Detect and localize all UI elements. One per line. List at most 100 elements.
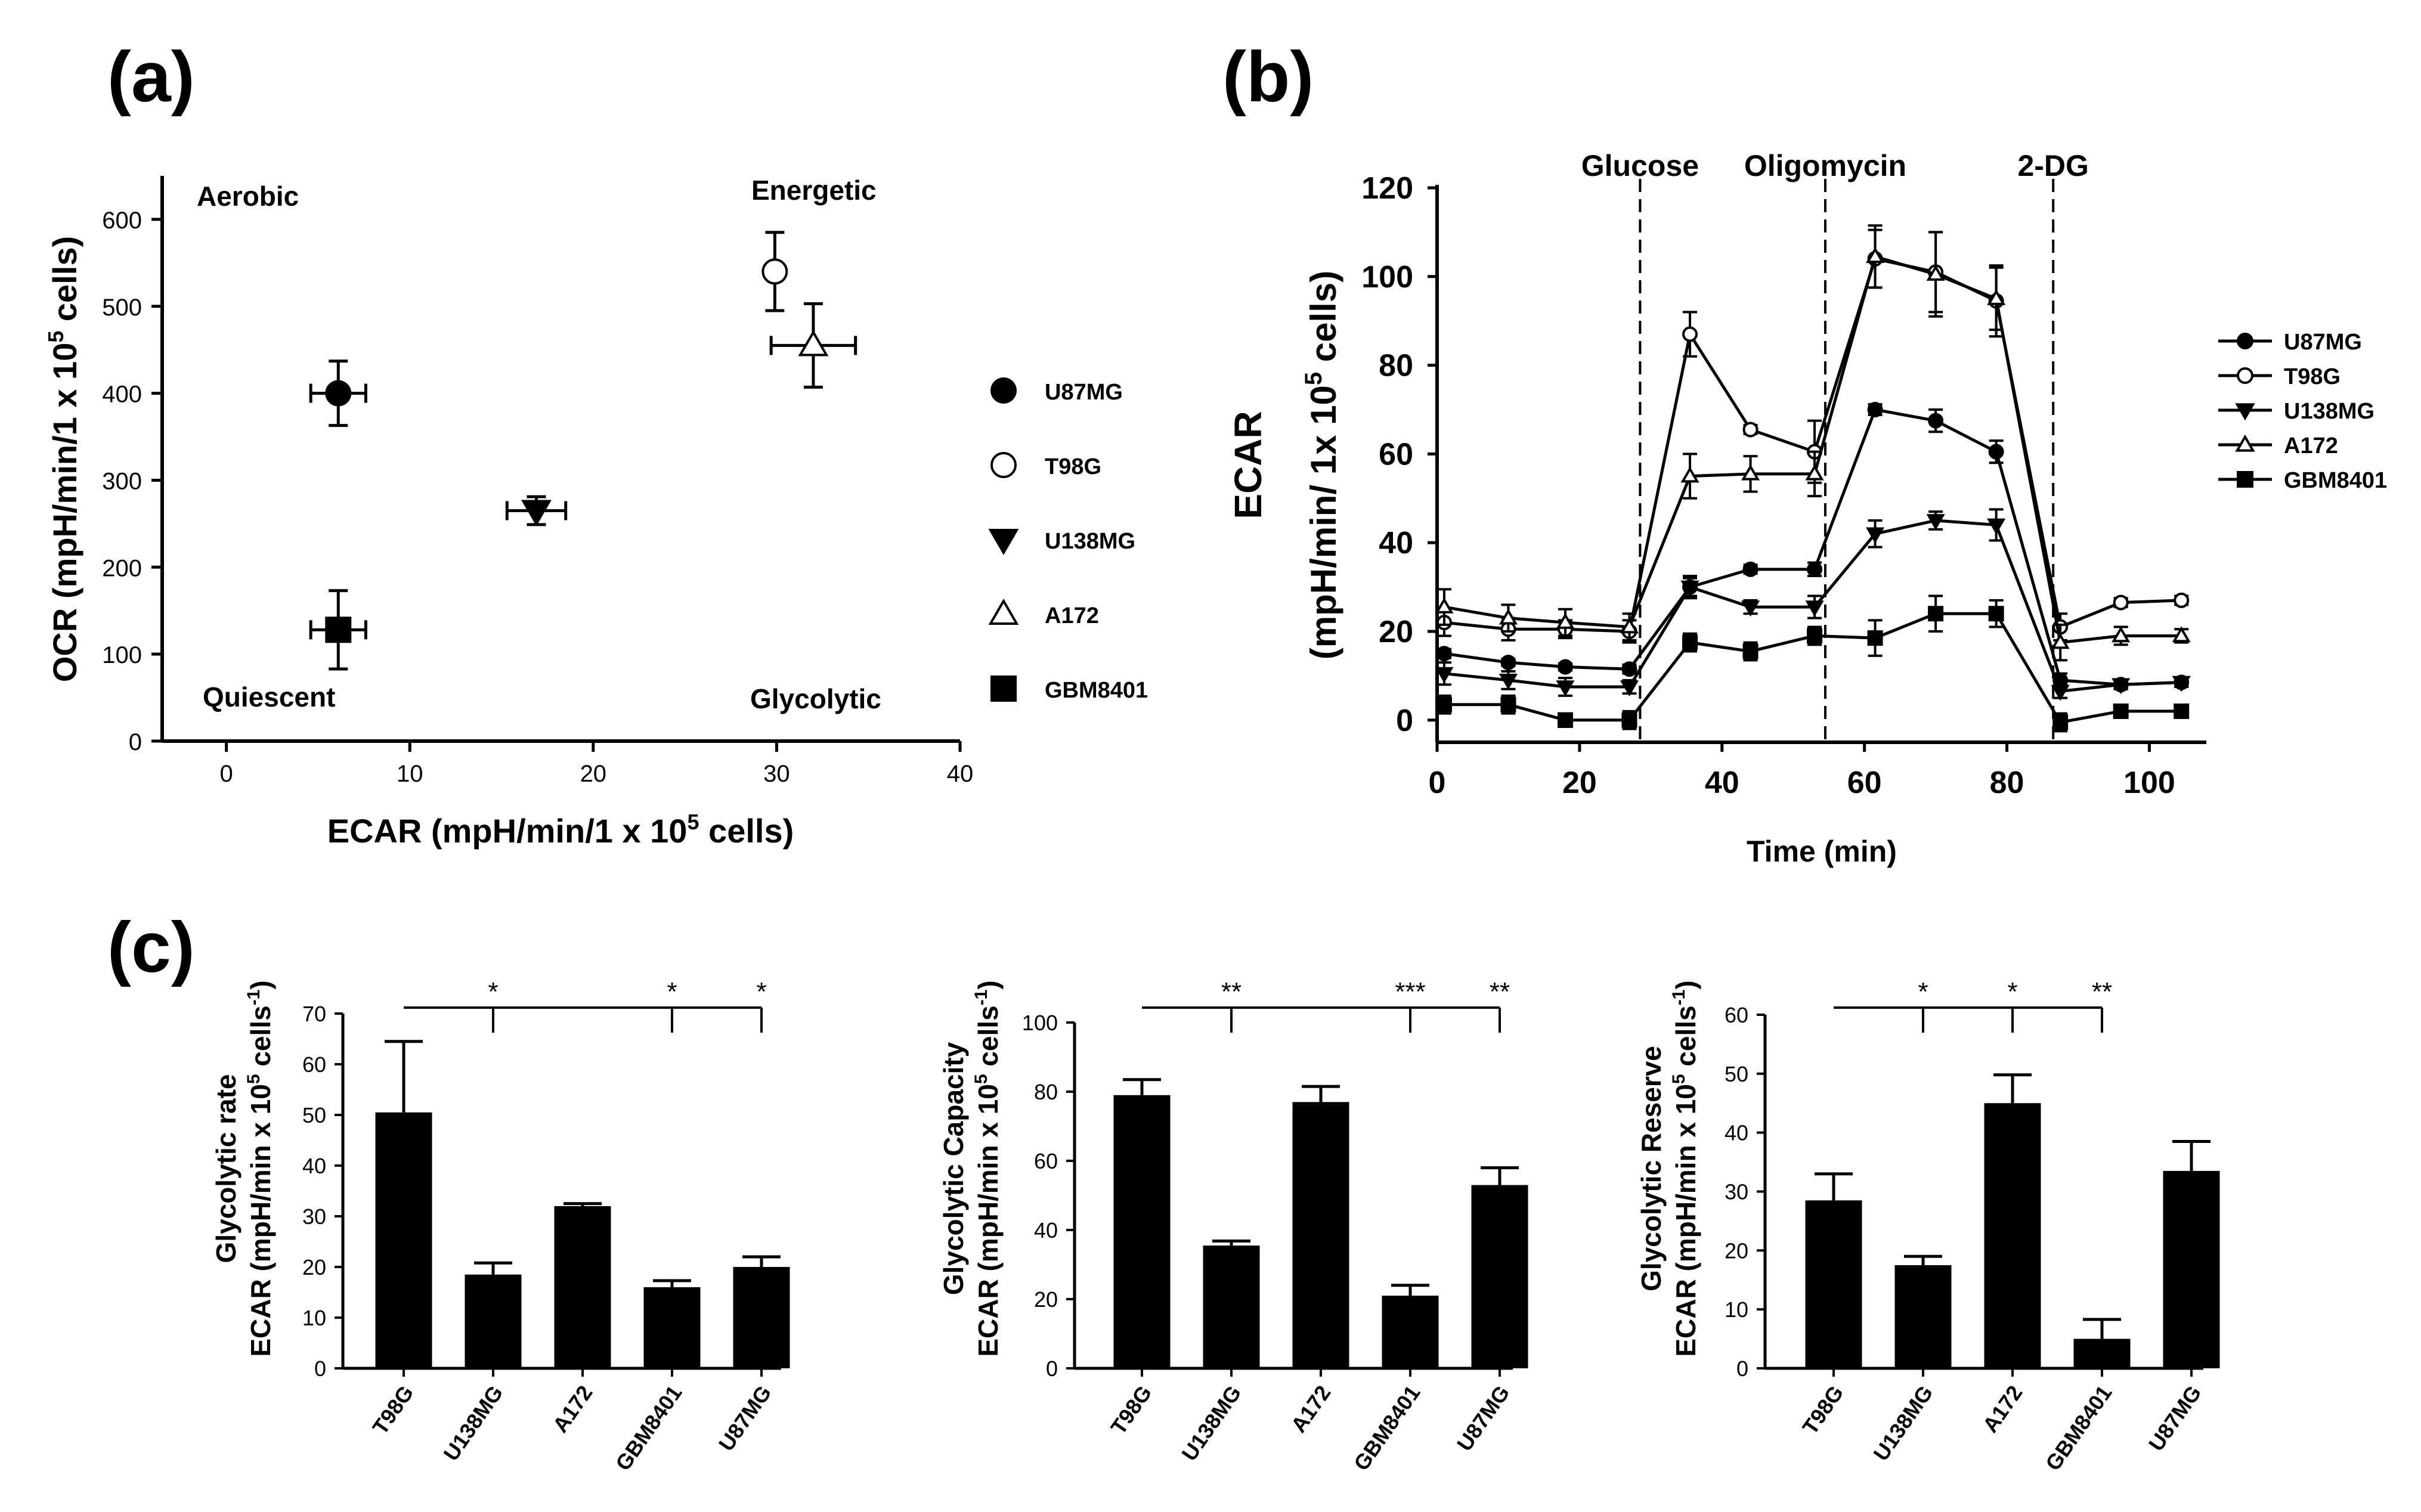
legend-marker-a-U87MG bbox=[990, 377, 1017, 404]
y-axis-title-line2-sup2: -1 bbox=[971, 990, 991, 1006]
x-tick-label-c1: U138MG bbox=[438, 1381, 507, 1465]
y-tick-label-c2: 60 bbox=[1034, 1149, 1058, 1173]
x-tick-label-c3: GBM8401 bbox=[2041, 1381, 2117, 1475]
legend-marker-b-U138MG bbox=[2235, 403, 2255, 421]
significance-marker: * bbox=[667, 977, 677, 1006]
bar-U138MG bbox=[465, 1274, 522, 1368]
bar-U87MG bbox=[1471, 1185, 1528, 1368]
significance-marker: ** bbox=[1490, 977, 1510, 1006]
series-point-U87MG bbox=[1807, 561, 1823, 577]
series-point-GBM8401 bbox=[1867, 630, 1883, 646]
x-tick-label-a: 20 bbox=[580, 761, 607, 787]
y-tick-label-c3: 0 bbox=[1736, 1356, 1748, 1381]
bar-GBM8401 bbox=[2073, 1339, 2131, 1368]
y-axis-title-line2-sup: 5 bbox=[971, 1074, 991, 1084]
series-point-U138MG bbox=[2051, 684, 2070, 701]
x-tick-label-c3: A172 bbox=[1978, 1381, 2027, 1437]
x-tick-label-c1: T98G bbox=[367, 1381, 418, 1439]
legend-label-b: GBM8401 bbox=[2284, 468, 2387, 493]
series-point-T98G bbox=[2174, 592, 2190, 608]
x-tick-label-c3: T98G bbox=[1797, 1381, 1848, 1439]
y-tick-label-b: 100 bbox=[1361, 260, 1413, 295]
x-tick-label-b: 40 bbox=[1705, 766, 1739, 800]
x-tick-label-c2: U87MG bbox=[1452, 1381, 1515, 1455]
series-point-GBM8401 bbox=[1558, 712, 1573, 728]
x-tick-label-a: 30 bbox=[763, 761, 790, 787]
y-tick-label-c1: 20 bbox=[302, 1255, 326, 1279]
legend-marker-a-U138MG bbox=[988, 529, 1019, 555]
y-axis-title-c2-line2: ECAR (mpH/min x 105 cells-1) bbox=[971, 980, 1004, 1356]
series-point-U87MG bbox=[1928, 413, 1944, 429]
series-point-GBM8401 bbox=[2113, 703, 2129, 719]
y-tick-label-c1: 60 bbox=[302, 1052, 326, 1077]
legend-marker-b-GBM8401 bbox=[2237, 471, 2253, 488]
y-axis-title-b-line2: (mpH/min/ 1x 105 cells) bbox=[1301, 271, 1343, 660]
legend-label-a: GBM8401 bbox=[1045, 678, 1148, 703]
point-GBM8401 bbox=[325, 616, 352, 643]
y-tick-label-c1: 50 bbox=[302, 1103, 326, 1127]
x-tick-label-b: 0 bbox=[1429, 766, 1446, 800]
series-point-U138MG bbox=[1680, 580, 1699, 597]
x-tick-label-c2: U138MG bbox=[1177, 1381, 1246, 1465]
y-tick-label-c3: 20 bbox=[1725, 1238, 1748, 1263]
series-point-A172 bbox=[1556, 613, 1575, 629]
series-point-U138MG bbox=[1805, 600, 1824, 617]
y-tick-label-c2: 100 bbox=[1022, 1011, 1058, 1035]
y-tick-label-a: 200 bbox=[102, 555, 142, 581]
legend-marker-b-A172 bbox=[2235, 434, 2255, 452]
x-tick-label-c1: GBM8401 bbox=[611, 1381, 687, 1475]
series-point-A172 bbox=[1499, 608, 1518, 625]
y-axis-title-b-line1: ECAR bbox=[1227, 411, 1270, 519]
series-point-U87MG bbox=[1742, 561, 1759, 577]
bar-GBM8401 bbox=[643, 1287, 701, 1368]
y-tick-label-b: 60 bbox=[1379, 437, 1413, 472]
y-axis-title-b-text: (mpH/min/ 1x 10 bbox=[1304, 385, 1343, 659]
significance-marker: * bbox=[2007, 977, 2017, 1006]
y-tick-label-c3: 60 bbox=[1725, 1003, 1748, 1027]
y-tick-label-c2: 0 bbox=[1046, 1356, 1058, 1381]
series-point-GBM8401 bbox=[1928, 606, 1944, 622]
y-axis-title-line2-sup2: -1 bbox=[1669, 990, 1689, 1006]
chart-c-glycolytic-capacity: 0 20 40 60 80 100 Glycolytic Capacity ECAR (mpH… bbox=[938, 977, 1528, 1475]
y-tick-label-c3: 30 bbox=[1725, 1180, 1748, 1204]
legend-label-a: U87MG bbox=[1045, 380, 1123, 405]
legend-marker-b-T98G bbox=[2237, 367, 2253, 384]
series-point-GBM8401 bbox=[1621, 712, 1637, 728]
x-axis-title-a-sup: 5 bbox=[687, 810, 699, 834]
bar-U138MG bbox=[1203, 1245, 1260, 1368]
quadrant-label: Energetic bbox=[751, 175, 877, 206]
y-axis-title-line2-sup2: -1 bbox=[244, 990, 264, 1006]
series-point-U138MG bbox=[1499, 674, 1518, 690]
series-point-A172 bbox=[2172, 626, 2191, 643]
y-axis-title-line2-suffix: ) bbox=[973, 980, 1004, 989]
series-point-U138MG bbox=[1741, 600, 1760, 617]
significance-marker: ** bbox=[2092, 977, 2112, 1006]
series-point-T98G bbox=[1742, 422, 1759, 438]
y-axis-title-line2-mid: cells bbox=[245, 1005, 276, 1074]
x-tick-label-c3: U87MG bbox=[2144, 1381, 2206, 1455]
y-tick-label-c3: 50 bbox=[1725, 1062, 1748, 1086]
y-axis-title-c3-line1: Glycolytic Reserve bbox=[1636, 1046, 1667, 1291]
y-axis-title-a-suffix: cells) bbox=[46, 236, 83, 331]
series-point-T98G bbox=[2113, 594, 2129, 611]
bar-U138MG bbox=[1894, 1265, 1952, 1368]
x-tick-label-c1: U87MG bbox=[714, 1381, 776, 1455]
y-axis-title-c2-line1: Glycolytic Capacity bbox=[938, 1042, 969, 1295]
bar-GBM8401 bbox=[1382, 1296, 1439, 1368]
series-point-U87MG bbox=[1988, 444, 2004, 460]
series-point-A172 bbox=[1680, 466, 1699, 483]
legend-label-b: T98G bbox=[2284, 364, 2340, 389]
y-axis-title-line2-sup: 5 bbox=[244, 1074, 264, 1084]
y-axis-title-c1-line2: ECAR (mpH/min x 105 cells-1) bbox=[244, 980, 276, 1356]
series-point-A172 bbox=[1866, 247, 1885, 264]
legend-label-a: T98G bbox=[1045, 454, 1101, 479]
y-tick-label-a: 100 bbox=[102, 642, 142, 668]
panel-label-c: (c) bbox=[107, 907, 195, 987]
y-axis-title-b-suffix: cells) bbox=[1304, 271, 1343, 372]
y-axis-title-line2-text: ECAR (mpH/min x 10 bbox=[973, 1084, 1004, 1357]
bar-U87MG bbox=[733, 1267, 790, 1368]
y-tick-label-c2: 20 bbox=[1034, 1287, 1058, 1312]
y-tick-label-c1: 30 bbox=[302, 1204, 326, 1229]
series-point-U87MG bbox=[1621, 661, 1637, 677]
legend-marker-a-A172 bbox=[988, 599, 1019, 625]
